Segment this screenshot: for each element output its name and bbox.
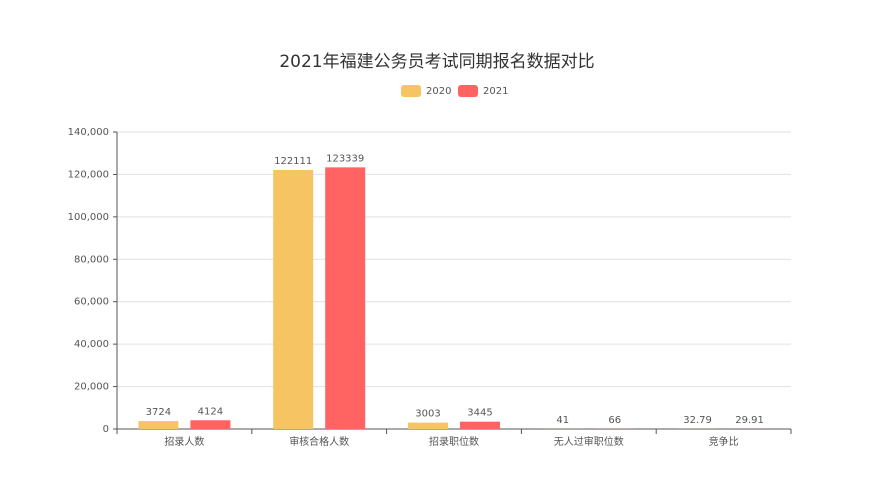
bar xyxy=(273,169,314,429)
legend-swatch xyxy=(458,85,478,97)
x-tick-label: 招录人数 xyxy=(164,435,204,448)
bar xyxy=(408,422,448,429)
legend-swatch xyxy=(401,85,421,97)
chart-title: 2021年福建公务员考试同期报名数据对比 xyxy=(279,52,594,72)
y-tick-label: 0 xyxy=(103,424,109,435)
value-label: 32.79 xyxy=(683,415,712,426)
bar xyxy=(190,420,231,429)
x-tick-label: 审核合格人数 xyxy=(289,435,349,448)
legend-label: 2020 xyxy=(426,86,451,97)
y-tick-label: 80,000 xyxy=(74,254,109,265)
value-label: 3003 xyxy=(415,409,440,420)
bar xyxy=(460,421,500,429)
y-tick-label: 140,000 xyxy=(68,127,109,138)
value-label: 3445 xyxy=(467,408,492,419)
legend-label: 2021 xyxy=(483,86,508,97)
y-tick-label: 60,000 xyxy=(74,297,109,308)
value-label: 122111 xyxy=(274,156,312,167)
bar xyxy=(138,421,179,429)
value-label: 3724 xyxy=(146,407,171,418)
x-tick-label: 招录职位数 xyxy=(429,435,479,448)
x-tick-label: 无人过审职位数 xyxy=(554,435,624,448)
x-tick-label: 竞争比 xyxy=(709,435,739,448)
y-tick-label: 100,000 xyxy=(68,212,109,223)
bar xyxy=(325,167,366,429)
value-label: 41 xyxy=(556,415,569,426)
value-label: 4124 xyxy=(198,406,223,417)
y-tick-label: 20,000 xyxy=(74,382,109,393)
value-label: 123339 xyxy=(326,153,364,164)
value-label: 29.91 xyxy=(735,415,764,426)
y-tick-label: 120,000 xyxy=(68,169,109,180)
y-tick-label: 40,000 xyxy=(74,339,109,350)
value-label: 66 xyxy=(608,415,621,426)
